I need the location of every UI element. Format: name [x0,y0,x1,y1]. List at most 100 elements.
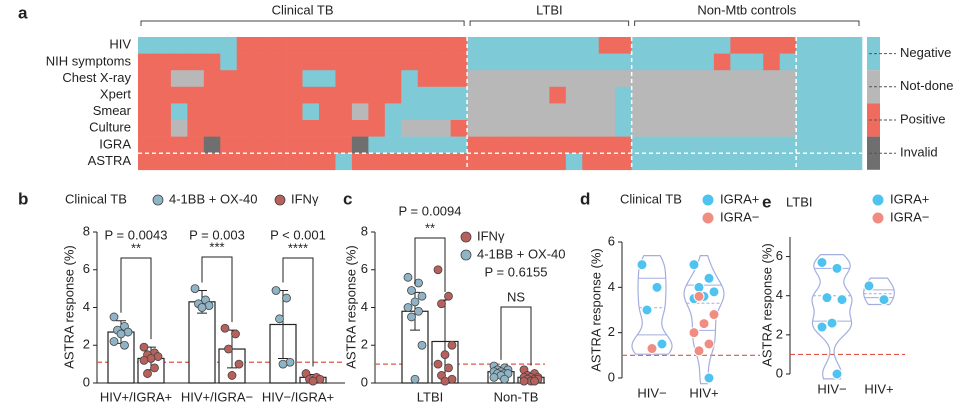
heatmap-cell [664,70,682,88]
heatmap-cell [154,53,172,71]
heatmap-cell [187,153,205,171]
heatmap-cell [631,86,649,104]
heatmap-cell [483,37,501,54]
heatmap-cell [187,120,205,137]
p-value: P = 0.0043 [104,227,167,242]
heatmap-cell [779,53,797,71]
heatmap-cell [170,70,188,88]
significance-stars: **** [288,240,308,255]
row-label: HIV [109,37,131,52]
heatmap-cell [631,37,649,54]
data-point [863,280,875,292]
heatmap-cell [253,103,270,121]
heatmap-cell [829,86,846,104]
y-tick-label: 2 [608,324,615,339]
y-tick-label: 2 [776,326,783,341]
heatmap-cell [286,86,303,104]
p-value: P < 0.001 [270,227,326,242]
data-point [693,281,705,293]
heatmap-cell [269,120,287,137]
heatmap-cell [615,153,632,171]
heatmap-cell [746,136,764,154]
heatmap-cell [697,153,715,171]
y-axis-label: ASTRA response (%) [61,245,76,369]
heatmap-cell [615,136,632,154]
heatmap-cell [236,136,254,154]
legend-title: Clinical TB [65,191,127,206]
heatmap-cell [664,53,682,71]
heatmap-cell [138,153,155,171]
heatmap-cell [697,70,715,88]
legend-marker [460,249,472,261]
data-point [224,344,233,354]
significance-bracket [120,257,152,340]
legend-marker [701,211,715,225]
heatmap-cell [713,86,731,104]
x-tick-label: HIV− [637,385,666,400]
heatmap-cell [302,103,320,121]
heatmap-cell [253,70,270,88]
heatmap-cell [467,103,484,121]
heatmap-cell [713,70,731,88]
heatmap-cell [351,120,369,137]
heatmap-cell [203,136,221,154]
heatmap-cell [779,103,797,121]
heatmap-cell [417,153,435,171]
heatmap-cell [319,37,336,54]
heatmap-cell [335,153,353,171]
heatmap-cell [549,53,567,71]
heatmap-cell [500,37,517,54]
heatmap-cell [697,103,715,121]
heatmap-cell [434,70,451,88]
violin [811,254,853,380]
heatmap-cell [730,153,748,171]
heatmap-cell [253,136,270,154]
heatmap-cell [450,103,468,121]
x-tick-label: HIV−/IGRA+ [262,389,334,404]
row-label: Chest X-ray [62,70,131,85]
heatmap-cell [351,70,369,88]
heatmap-cell [319,70,336,88]
data-point [688,327,700,339]
heatmap-cell [516,120,534,137]
heatmap-cell [598,120,616,137]
heatmap-cell [335,103,353,121]
heatmap-cell [648,86,665,104]
legend-label: 4-1BB + OX-40 [169,191,258,206]
heatmap-cell [351,37,369,54]
heatmap-cell [500,120,517,137]
heatmap-cell [384,136,402,154]
heatmap-cell [203,103,221,121]
heatmap-cell [615,37,632,54]
heatmap-cell [417,120,435,137]
heatmap-cell [779,136,797,154]
significance-stars: *** [209,239,224,254]
data-point [410,374,420,384]
heatmap-cell [516,103,534,121]
heatmap-cell [565,37,583,54]
heatmap-cell [516,153,534,171]
heatmap-cell [170,53,188,71]
heatmap-cell [516,86,534,104]
data-point [693,290,705,302]
heatmap-cell [170,136,188,154]
heatmap-cell [384,120,402,137]
heatmap-cell [450,120,468,137]
data-point [636,259,648,271]
heatmap-cell [220,120,238,137]
heatmap-cell [845,120,863,137]
heatmap-cell [220,53,238,71]
heatmap-cell [154,37,172,54]
heatmap-cell [286,136,303,154]
heatmap-cell [746,53,764,71]
heatmap-cell [384,37,402,54]
heatmap-cell [598,53,616,71]
heatmap-cell [549,37,567,54]
y-tick-label: 4 [776,287,783,302]
heatmap-cell [335,136,353,154]
data-point [116,329,126,339]
panel-letter: c [343,189,352,208]
heatmap-cell [368,37,386,54]
